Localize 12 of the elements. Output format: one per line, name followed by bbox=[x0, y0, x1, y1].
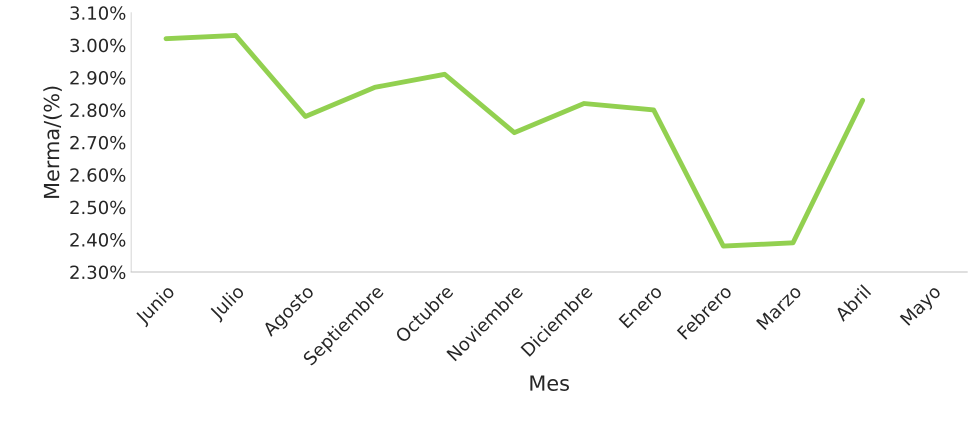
y-tick-label: 2.90% bbox=[70, 71, 126, 85]
y-tick-label: 2.40% bbox=[70, 233, 126, 247]
y-tick-label: 2.70% bbox=[70, 136, 126, 150]
y-tick-label: 2.60% bbox=[70, 168, 126, 182]
line-series bbox=[164, 33, 866, 249]
x-axis-title: Mes bbox=[530, 375, 569, 391]
y-tick-label: 3.10% bbox=[70, 6, 126, 20]
y-tick-label: 3.00% bbox=[70, 38, 126, 52]
y-tick-label: 2.50% bbox=[70, 200, 126, 214]
y-tick-label: 2.30% bbox=[70, 265, 126, 280]
y-tick-label: 2.80% bbox=[70, 103, 126, 118]
y-axis-title: Merma/(%) bbox=[43, 86, 62, 198]
